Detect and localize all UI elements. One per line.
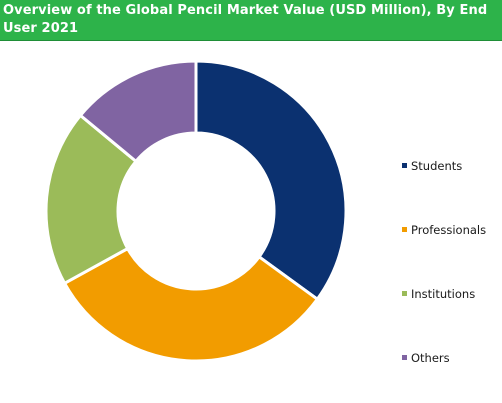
- legend-swatch-institutions: [402, 291, 407, 296]
- legend-label-others: Others: [411, 351, 450, 365]
- donut-chart: [44, 59, 348, 363]
- legend-item-professionals: Professionals: [402, 223, 486, 237]
- donut-slice-others: [78, 59, 198, 164]
- legend-item-others: Others: [402, 351, 450, 365]
- chart-header: Overview of the Global Pencil Market Val…: [0, 0, 502, 41]
- legend-swatch-students: [402, 163, 407, 168]
- donut-slice-institutions: [44, 113, 139, 286]
- donut-slice-students: [194, 59, 348, 302]
- legend-label-professionals: Professionals: [411, 223, 487, 237]
- donut-slice-professionals: [62, 246, 320, 363]
- legend-label-students: Students: [411, 159, 463, 173]
- legend-item-students: Students: [402, 159, 462, 173]
- legend-swatch-professionals: [402, 227, 407, 232]
- legend-label-institutions: Institutions: [411, 287, 476, 301]
- legend-item-institutions: Institutions: [402, 287, 475, 301]
- chart-title: Overview of the Global Pencil Market Val…: [3, 3, 488, 36]
- legend-swatch-others: [402, 355, 407, 360]
